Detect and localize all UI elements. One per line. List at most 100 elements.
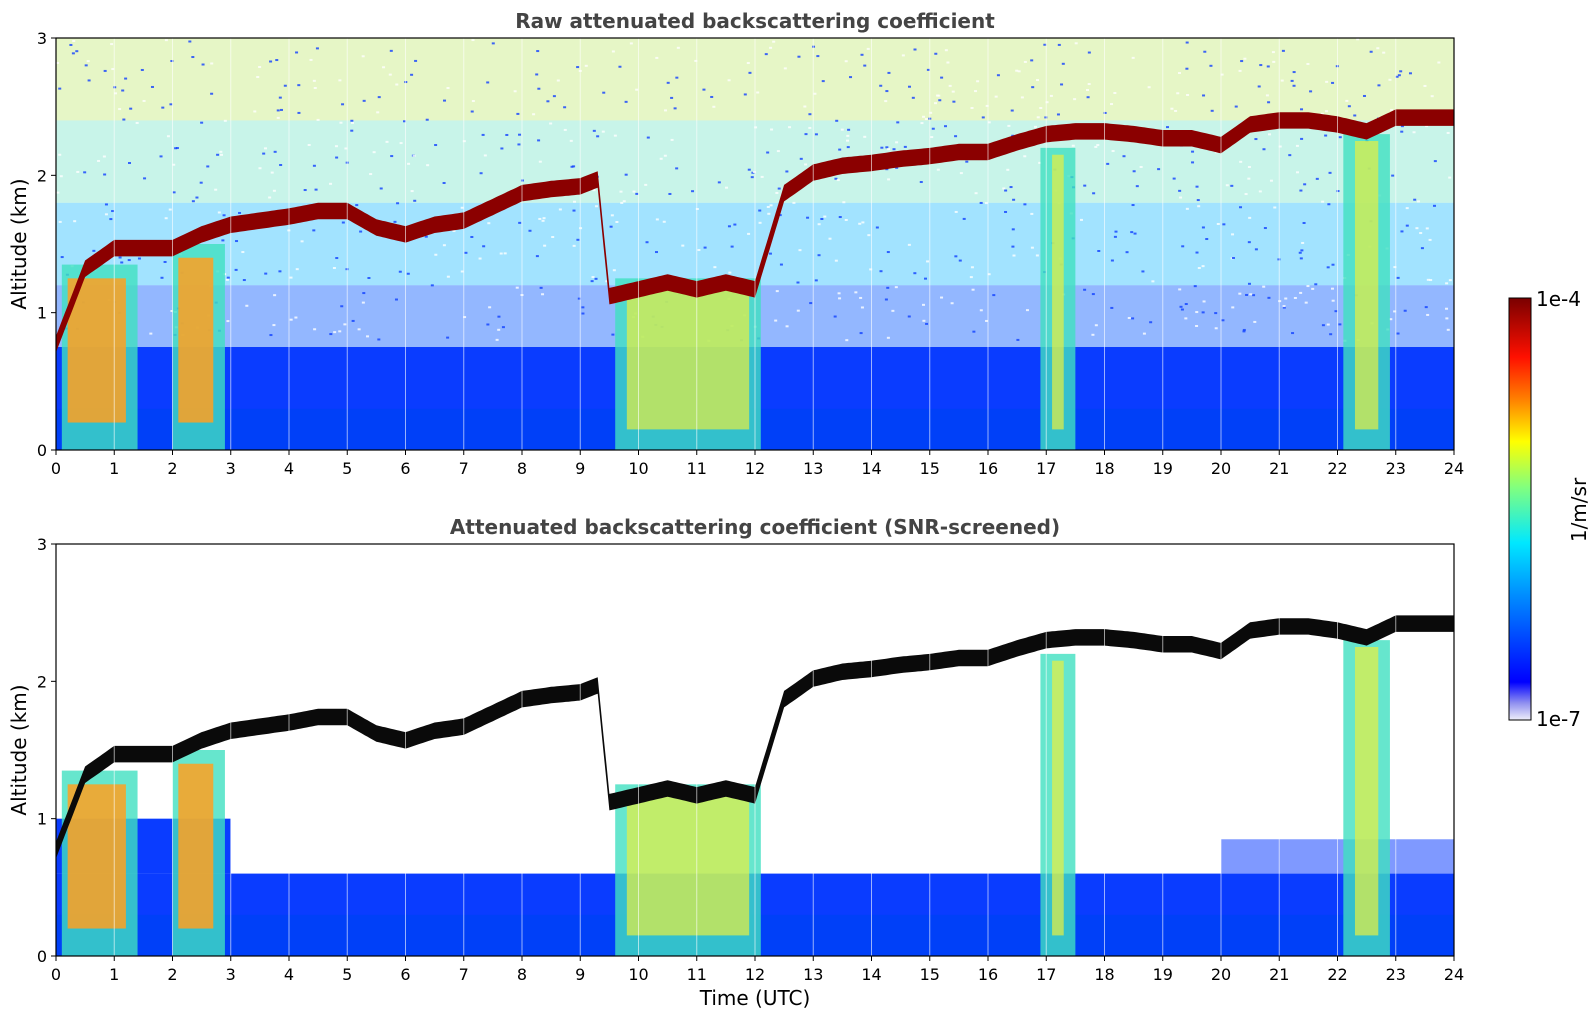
noise-speckle [1331, 299, 1335, 302]
noise-speckle [118, 256, 122, 259]
noise-speckle [1331, 81, 1335, 84]
x-tick-label: 12 [745, 459, 765, 478]
noise-speckle [538, 160, 542, 163]
noise-speckle [535, 255, 539, 258]
noise-speckle [1191, 150, 1195, 153]
noise-speckle [838, 297, 842, 300]
noise-speckle [572, 200, 576, 203]
noise-speckle [150, 85, 154, 88]
panel-raw-title: Raw attenuated backscattering coefficien… [515, 9, 995, 33]
noise-speckle [1446, 131, 1450, 134]
noise-speckle [471, 39, 475, 42]
noise-speckle [161, 106, 165, 109]
noise-speckle [295, 51, 299, 54]
noise-speckle [1238, 292, 1242, 295]
noise-speckle [940, 296, 944, 299]
noise-speckle [1132, 170, 1136, 173]
noise-speckle [1399, 70, 1403, 73]
x-tick-label: 19 [1153, 459, 1173, 478]
noise-speckle [1247, 177, 1251, 180]
noise-speckle [635, 192, 639, 195]
x-tick-label: 22 [1327, 459, 1347, 478]
noise-speckle [333, 331, 337, 334]
noise-speckle [758, 209, 762, 212]
noise-speckle [954, 135, 958, 138]
noise-speckle [1408, 72, 1412, 75]
panel-screened-title: Attenuated backscattering coefficient (S… [450, 515, 1060, 539]
noise-speckle [389, 49, 393, 52]
noise-speckle [1166, 126, 1170, 129]
x-tick-label: 6 [400, 459, 410, 478]
noise-speckle [1292, 84, 1296, 87]
noise-speckle [1151, 280, 1155, 283]
noise-speckle [766, 205, 770, 208]
noise-speckle [497, 315, 501, 318]
noise-speckle [1111, 150, 1115, 153]
noise-speckle [592, 189, 596, 192]
noise-speckle [206, 165, 210, 168]
noise-speckle [895, 166, 899, 169]
noise-speckle [1321, 324, 1325, 327]
noise-speckle [944, 125, 948, 128]
noise-speckle [518, 221, 522, 224]
noise-speckle [537, 87, 541, 90]
noise-speckle [166, 135, 170, 138]
noise-speckle [1185, 67, 1189, 70]
noise-speckle [584, 64, 588, 67]
noise-speckle [297, 111, 301, 114]
noise-speckle [1324, 134, 1328, 137]
noise-speckle [338, 330, 342, 333]
noise-speckle [307, 143, 311, 146]
noise-speckle [733, 223, 737, 226]
noise-speckle [1327, 203, 1331, 206]
noise-speckle [833, 315, 837, 318]
x-tick-label: 15 [920, 459, 940, 478]
noise-speckle [1247, 165, 1251, 168]
x-tick-label: 5 [342, 965, 352, 984]
noise-speckle [1043, 43, 1047, 46]
noise-speckle [659, 157, 663, 160]
noise-speckle [799, 157, 803, 160]
noise-speckle [913, 48, 917, 51]
noise-speckle [1197, 205, 1201, 208]
noise-speckle [976, 80, 980, 83]
noise-speckle [1338, 323, 1342, 326]
noise-speckle [241, 251, 245, 254]
noise-speckle [1006, 168, 1010, 171]
noise-speckle [1034, 125, 1038, 128]
noise-speckle [463, 316, 467, 319]
noise-speckle [938, 99, 942, 102]
noise-speckle [1389, 318, 1393, 321]
noise-speckle [1191, 161, 1195, 164]
noise-speckle [76, 170, 80, 173]
noise-speckle [887, 71, 891, 74]
noise-speckle [619, 190, 623, 193]
x-tick-label: 17 [1036, 459, 1056, 478]
noise-speckle [294, 316, 298, 319]
noise-speckle [760, 175, 764, 178]
noise-speckle [275, 59, 279, 62]
noise-speckle [376, 111, 380, 114]
noise-speckle [1030, 212, 1034, 215]
noise-speckle [269, 60, 273, 63]
noise-speckle [486, 81, 490, 84]
noise-speckle [1293, 296, 1297, 299]
x-tick-label: 6 [400, 965, 410, 984]
noise-speckle [774, 319, 778, 322]
noise-speckle [1011, 245, 1015, 248]
noise-speckle [58, 87, 62, 90]
noise-speckle [434, 144, 438, 147]
noise-speckle [1311, 287, 1315, 290]
noise-speckle [1231, 256, 1235, 259]
noise-speckle [1178, 72, 1182, 75]
noise-speckle [114, 92, 118, 95]
x-tick-label: 10 [628, 965, 648, 984]
noise-speckle [1243, 57, 1247, 60]
noise-speckle [127, 259, 131, 262]
panel-raw-ylabel: Altitude (km) [7, 178, 31, 309]
noise-speckle [276, 116, 280, 119]
noise-speckle [886, 336, 890, 339]
noise-speckle [273, 294, 277, 297]
noise-speckle [481, 133, 485, 136]
noise-speckle [343, 323, 347, 326]
